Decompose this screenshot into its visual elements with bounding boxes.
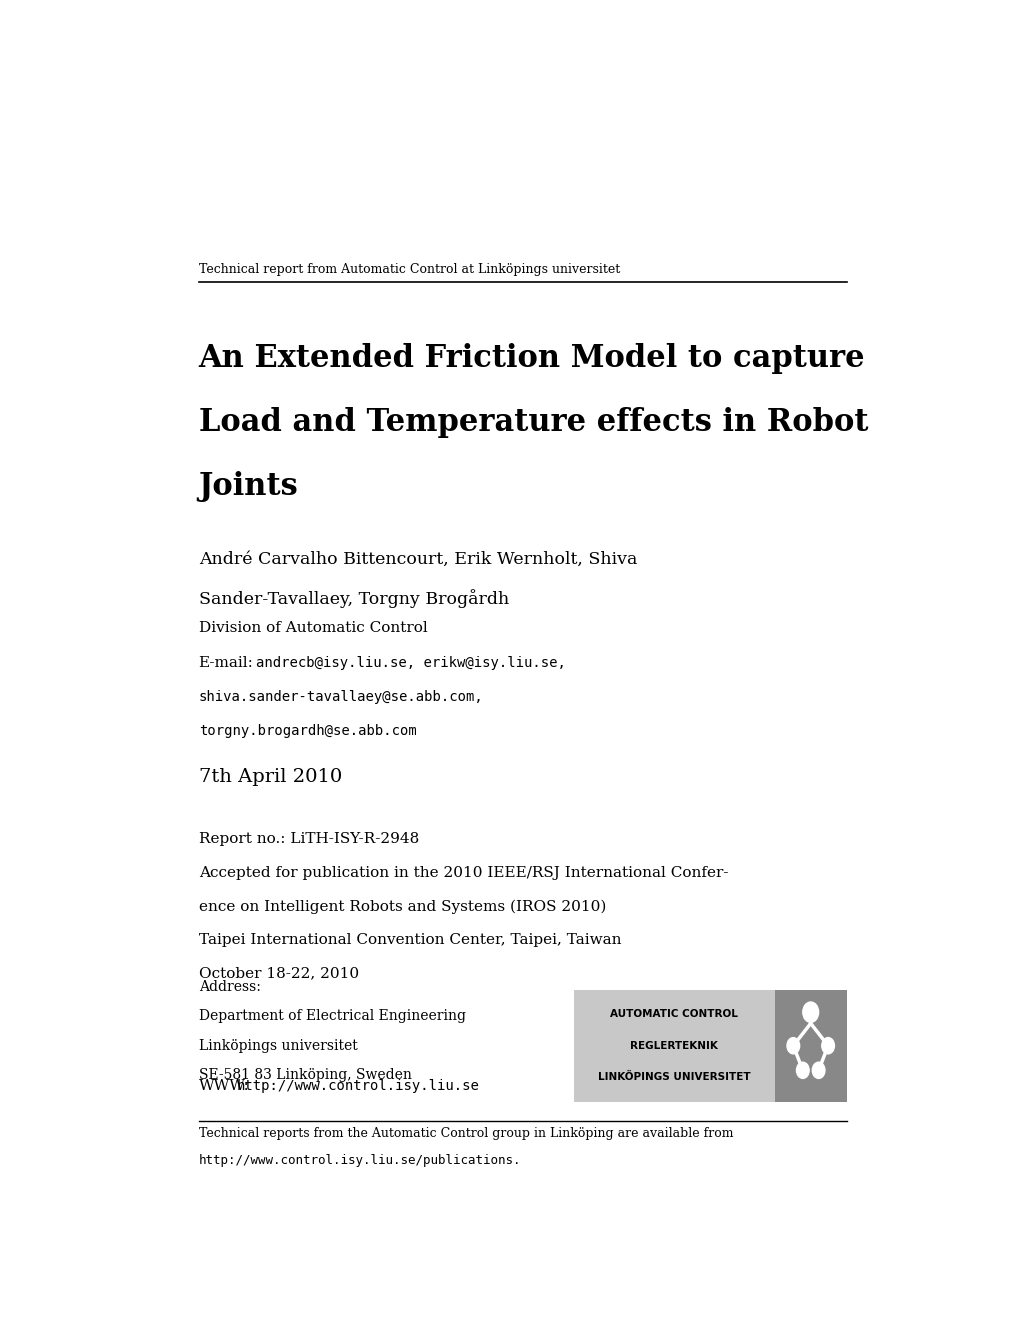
Bar	[773, 990, 846, 1102]
Text: Taipei International Convention Center, Taipei, Taiwan: Taipei International Convention Center, …	[199, 933, 621, 946]
Text: Department of Electrical Engineering: Department of Electrical Engineering	[199, 1008, 466, 1023]
Text: REGLERTEKNIK: REGLERTEKNIK	[630, 1040, 717, 1051]
Text: Technical reports from the Automatic Control group in Linköping are available fr: Technical reports from the Automatic Con…	[199, 1127, 733, 1140]
Circle shape	[811, 1063, 824, 1078]
Circle shape	[787, 1038, 799, 1053]
Text: Division of Automatic Control: Division of Automatic Control	[199, 620, 427, 635]
Text: Report no.: LiTH-ISY-R-2948: Report no.: LiTH-ISY-R-2948	[199, 833, 419, 846]
Text: Accepted for publication in the 2010 IEEE/RSJ International Confer-: Accepted for publication in the 2010 IEE…	[199, 866, 728, 880]
Text: AUTOMATIC CONTROL: AUTOMATIC CONTROL	[609, 1010, 738, 1019]
Text: Load and Temperature effects in Robot: Load and Temperature effects in Robot	[199, 408, 867, 438]
Bar	[574, 990, 773, 1102]
Text: http://www.control.isy.liu.se/publications.: http://www.control.isy.liu.se/publicatio…	[199, 1155, 521, 1167]
Text: shiva.sander-tavallaey@se.abb.com,: shiva.sander-tavallaey@se.abb.com,	[199, 690, 483, 704]
Text: Joints: Joints	[199, 471, 299, 503]
Text: http://www.control.isy.liu.se: http://www.control.isy.liu.se	[236, 1080, 479, 1093]
Circle shape	[796, 1063, 808, 1078]
Text: Address:: Address:	[199, 979, 260, 994]
Text: Sander-Tavallaey, Torgny Brogårdh: Sander-Tavallaey, Torgny Brogårdh	[199, 589, 508, 609]
Circle shape	[821, 1038, 834, 1053]
Text: torgny.brogardh@se.abb.com: torgny.brogardh@se.abb.com	[199, 723, 416, 738]
Text: An Extended Friction Model to capture: An Extended Friction Model to capture	[199, 343, 864, 375]
Text: LINKÖPINGS UNIVERSITET: LINKÖPINGS UNIVERSITET	[597, 1072, 750, 1082]
Text: ence on Intelligent Robots and Systems (IROS 2010): ence on Intelligent Robots and Systems (…	[199, 899, 605, 913]
Text: E-mail:: E-mail:	[199, 656, 254, 671]
Text: andrecb@isy.liu.se, erikw@isy.liu.se,: andrecb@isy.liu.se, erikw@isy.liu.se,	[256, 656, 566, 671]
Text: SE-581 83 Linköping, Sweden: SE-581 83 Linköping, Sweden	[199, 1068, 411, 1082]
Text: WWW:: WWW:	[199, 1080, 250, 1093]
Text: André Carvalho Bittencourt, Erik Wernholt, Shiva: André Carvalho Bittencourt, Erik Wernhol…	[199, 550, 637, 568]
Text: Technical report from Automatic Control at Linköpings universitet: Technical report from Automatic Control …	[199, 263, 620, 276]
Text: 7th April 2010: 7th April 2010	[199, 768, 341, 787]
Text: Linköpings universitet: Linköpings universitet	[199, 1039, 357, 1052]
Text: October 18-22, 2010: October 18-22, 2010	[199, 966, 359, 981]
Circle shape	[802, 1002, 818, 1022]
